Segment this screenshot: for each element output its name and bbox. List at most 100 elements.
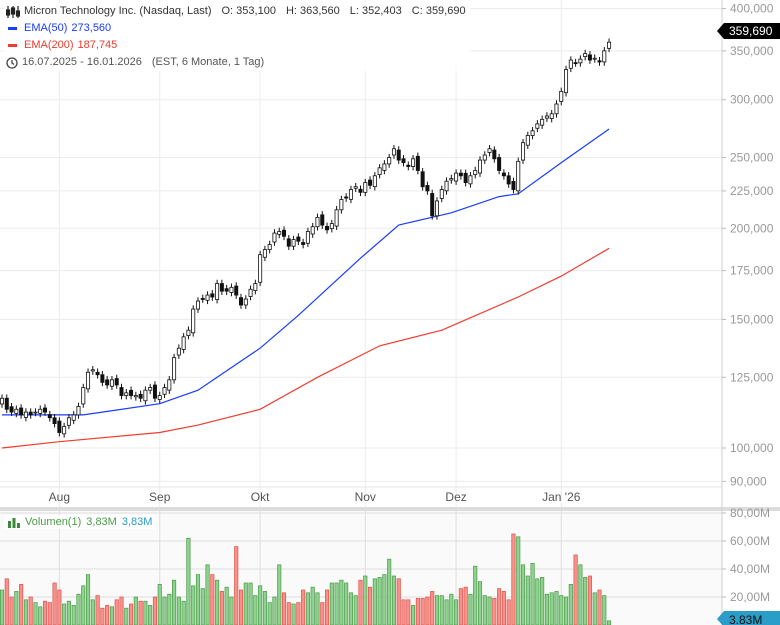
candle-up (411, 158, 416, 167)
volume-label: Volumen(1) (25, 516, 82, 528)
candle-down (95, 371, 100, 376)
price-axis[interactable]: 400,000 350,000 300,000 250,000 225,000 200,0… (722, 2, 774, 489)
volume-bar-down (281, 592, 287, 625)
volume-bar-down (19, 584, 24, 625)
volume-bar-up (305, 592, 310, 625)
volume-bar-up (525, 575, 530, 625)
volume-bar-up (14, 591, 19, 625)
volume-bar-up (568, 584, 573, 625)
volume-bar-up (535, 578, 540, 625)
candle-up (143, 389, 148, 402)
candle-up (229, 286, 234, 293)
candle-down (430, 193, 435, 217)
candle-up (81, 387, 86, 405)
volume-bar-down (511, 533, 516, 625)
candle-up (382, 163, 387, 171)
candle-down (420, 171, 425, 188)
candle-up (176, 347, 181, 356)
volume-bar-up (554, 591, 559, 625)
volume-bar-up (215, 579, 220, 625)
current-volume-tag: 3.83M (717, 611, 780, 625)
candle-up (23, 411, 28, 418)
candlestick-settings-icon[interactable] (6, 5, 20, 18)
candle-up (38, 408, 43, 414)
candle-up (363, 182, 368, 193)
volume-bar-up (200, 588, 205, 625)
volume-bar-down (210, 574, 215, 625)
volume-bar-up (391, 575, 397, 625)
volume-bar-down (9, 596, 14, 625)
volume-bar-up (71, 605, 76, 625)
candle-down (458, 172, 463, 177)
ema200-label: EMA(200) (24, 39, 74, 51)
volume-value: 3,83M (86, 516, 117, 528)
volume-bar-down (320, 602, 325, 625)
volume-bar-up (382, 574, 387, 625)
candle-up (387, 157, 392, 165)
candle-up (191, 308, 196, 334)
candle-up (564, 69, 569, 94)
volume-bar-up (0, 589, 5, 625)
candle-up (162, 387, 167, 395)
time-axis[interactable]: Aug Sep Okt Nov Dez Jan '26 (49, 490, 581, 504)
volume-bar-up (38, 606, 43, 625)
pane-separator[interactable] (0, 507, 780, 511)
volume-bar-down (597, 589, 602, 625)
ema50-value: 273,560 (71, 22, 112, 34)
candle-down (497, 157, 502, 171)
volume-bar-up (76, 593, 81, 625)
volume-bar-up (181, 600, 186, 625)
month-label: Dez (445, 490, 466, 504)
candle-down (28, 411, 33, 416)
candle-up (568, 59, 573, 69)
volume-legend[interactable]: Volumen(1) 3,83M 3,83M (4, 515, 157, 529)
volume-bar-up (248, 582, 253, 625)
volume-bar-up (477, 581, 483, 625)
volume-bar-down (138, 600, 143, 625)
volume-bar-up (267, 602, 272, 625)
instrument-row: Micron Technology Inc. (Nasdaq, Last) O:… (6, 3, 466, 20)
ema50-label: EMA(50) (24, 22, 68, 34)
date-range-row: 16.07.2025 - 16.01.2026 (EST, 6 Monate, … (6, 54, 466, 71)
candle-down (219, 283, 224, 292)
volume-bar-down (129, 603, 134, 625)
date-range: 16.07.2025 - 16.01.2026 (22, 56, 142, 68)
price-tick-label: 250,000 (730, 151, 774, 165)
volume-bar-up (277, 564, 282, 625)
candle-up (148, 387, 153, 391)
candle-down (152, 384, 157, 399)
candle-up (157, 395, 162, 400)
volume-bar-up (549, 592, 554, 625)
volume-bar-up (195, 574, 201, 625)
price-tick-label: 225,000 (730, 184, 774, 198)
volume-bar-up (224, 586, 229, 625)
candle-up (391, 148, 396, 156)
volume-bar-up (329, 582, 334, 625)
candle-up (353, 186, 358, 189)
volume-tick-label: 40,00M (730, 562, 770, 576)
ema50-legend[interactable]: EMA(50) 273,560 (6, 20, 466, 37)
candle-up (473, 170, 478, 175)
candle-up (329, 223, 334, 229)
volume-axis[interactable]: 80,00M 60,00M 40,00M 20,00M (722, 506, 770, 604)
price-tick-label: 90,000 (730, 474, 767, 488)
volume-bar-up (353, 595, 358, 625)
ema200-legend[interactable]: EMA(200) 187,745 (6, 37, 466, 54)
candle-up (434, 200, 439, 217)
ohlc-low: L: 352,403 (349, 5, 402, 17)
candle-up (205, 294, 210, 301)
volume-bar-down (114, 599, 119, 625)
price-tick-label: 125,000 (730, 370, 774, 384)
candle-up (305, 231, 310, 244)
volume-bar-up (315, 592, 320, 625)
price-tick-label: 175,000 (730, 264, 774, 278)
current-price-tag: 359,690 (717, 23, 780, 39)
ohlc-high: H: 363,560 (285, 5, 340, 17)
candle-up (124, 392, 129, 396)
volume-bar-down (492, 598, 497, 625)
candle-down (114, 378, 119, 386)
candle-down (138, 393, 143, 399)
volume-bar-up (482, 595, 487, 625)
candle-up (109, 379, 114, 387)
